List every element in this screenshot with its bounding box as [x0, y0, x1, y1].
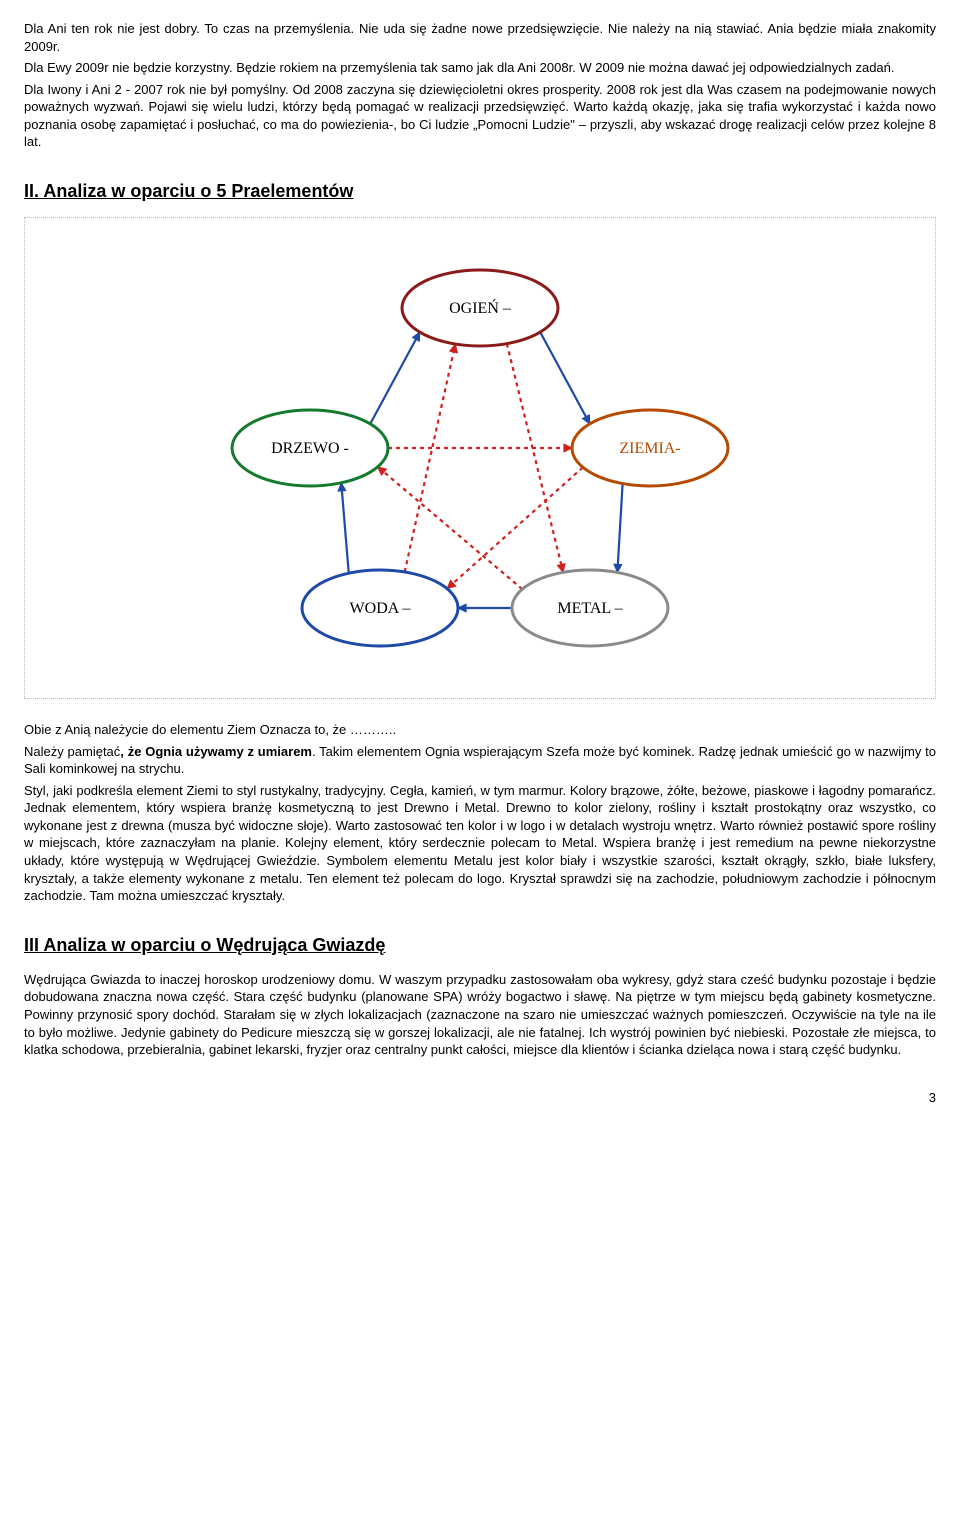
svg-text:DRZEWO -: DRZEWO - — [271, 440, 349, 457]
heading-section-3: III Analiza w oparciu o Wędrująca Gwiazd… — [24, 933, 936, 957]
para4b-pre: Należy pamiętać — [24, 744, 120, 759]
para2: Dla Ewy 2009r nie będzie korzystny. Będz… — [24, 59, 936, 77]
five-elements-diagram-frame: OGIEŃ – DRZEWO - ZIEMIA- WODA – METAL – — [24, 217, 936, 699]
para4a: Obie z Anią należycie do elementu Ziem O… — [24, 721, 936, 739]
para5: Wędrująca Gwiazda to inaczej horoskop ur… — [24, 971, 936, 1059]
svg-text:OGIEŃ –: OGIEŃ – — [449, 298, 512, 317]
page-number: 3 — [24, 1089, 936, 1107]
wandering-star-text: Wędrująca Gwiazda to inaczej horoskop ur… — [24, 971, 936, 1059]
para4b: Należy pamiętać, że Ognia używamy z umia… — [24, 743, 936, 778]
svg-text:ZIEMIA-: ZIEMIA- — [619, 440, 680, 457]
five-elements-diagram: OGIEŃ – DRZEWO - ZIEMIA- WODA – METAL – — [190, 248, 770, 668]
svg-text:METAL –: METAL – — [557, 600, 623, 617]
para3: Dla Iwony i Ani 2 - 2007 rok nie był pom… — [24, 81, 936, 151]
para4b-bold: , że Ognia używamy z umiarem — [120, 744, 312, 759]
svg-text:WODA –: WODA – — [350, 600, 412, 617]
heading-section-2: II. Analiza w oparciu o 5 Praelementów — [24, 179, 936, 203]
para1: Dla Ani ten rok nie jest dobry. To czas … — [24, 20, 936, 55]
intro-paragraphs: Dla Ani ten rok nie jest dobry. To czas … — [24, 20, 936, 151]
elements-text: Obie z Anią należycie do elementu Ziem O… — [24, 721, 936, 904]
para4c: Styl, jaki podkreśla element Ziemi to st… — [24, 782, 936, 905]
